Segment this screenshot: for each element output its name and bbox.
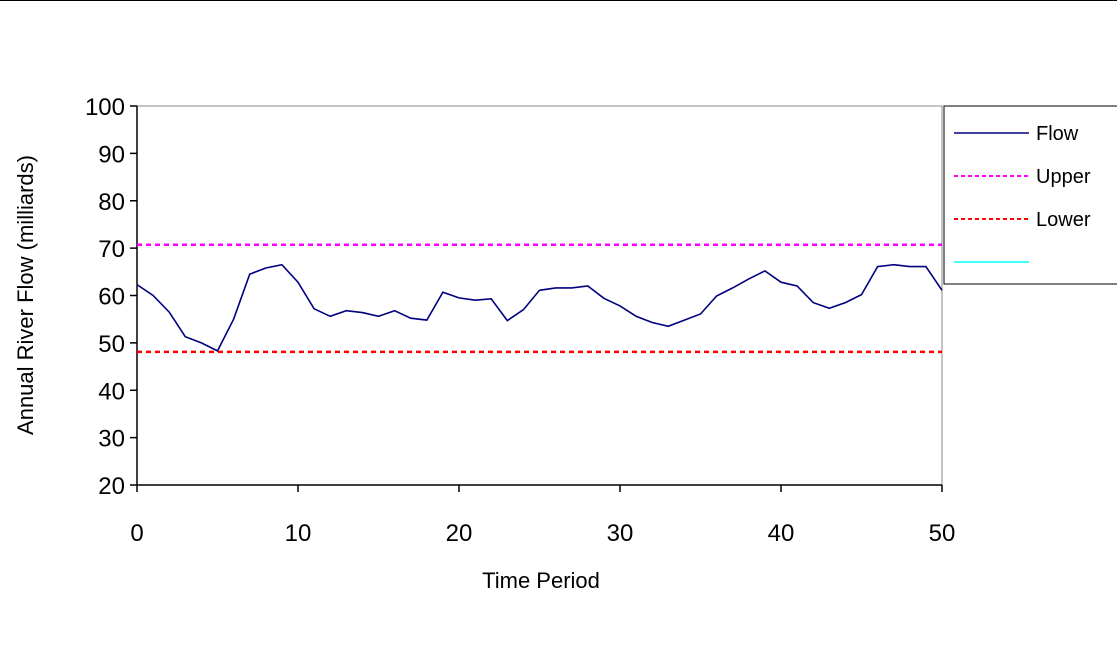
legend-label: Lower	[1036, 209, 1091, 231]
y-tick-label: 20	[98, 473, 125, 500]
y-tick-label: 70	[98, 236, 125, 263]
y-tick-label: 60	[98, 284, 125, 311]
axis-ticks	[130, 105, 943, 492]
tick-labels: 20 30 40 50 60 70 80 90 100 0 10 20 30 40 50	[85, 94, 955, 547]
top-border-line	[0, 0, 1117, 1]
x-tick-label: 0	[130, 520, 143, 547]
legend-box	[943, 105, 1117, 285]
series-line-flow	[136, 263, 943, 352]
y-tick-label: 90	[98, 141, 125, 168]
x-tick-label: 10	[285, 520, 312, 547]
x-tick-label: 30	[607, 520, 634, 547]
plot-area-frame	[136, 105, 943, 486]
y-tick-label: 80	[98, 189, 125, 216]
x-axis-title: Time Period	[482, 568, 600, 593]
x-tick-label: 50	[929, 520, 956, 547]
y-tick-label: 100	[85, 94, 125, 121]
x-tick-label: 40	[768, 520, 795, 547]
x-tick-label: 20	[446, 520, 473, 547]
data-series	[136, 243, 943, 354]
y-tick-label: 50	[98, 331, 125, 358]
legend-label: Flow	[1036, 123, 1079, 145]
legend: Flow Upper Lower	[954, 123, 1091, 263]
y-tick-label: 30	[98, 426, 125, 453]
y-tick-label: 40	[98, 378, 125, 405]
y-axis-title: Annual River Flow (milliards)	[13, 155, 38, 435]
legend-label: Upper	[1036, 166, 1091, 188]
